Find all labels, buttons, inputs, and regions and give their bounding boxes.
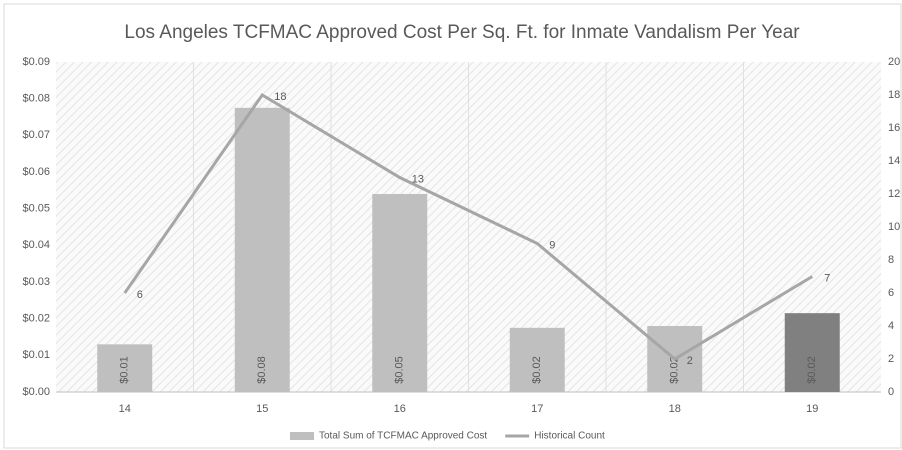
y-tick-label: $0.06 [22, 166, 50, 178]
y-tick-label: $0.08 [22, 93, 50, 105]
chart-title: Los Angeles TCFMAC Approved Cost Per Sq.… [124, 22, 800, 43]
x-tick-label: 15 [256, 403, 268, 415]
y-tick-label: $0.00 [22, 386, 50, 398]
line-value-label: 9 [549, 239, 555, 251]
y2-tick-label: 20 [888, 56, 900, 68]
line-value-label: 7 [824, 272, 830, 284]
bar-value-label: $0.02 [669, 356, 681, 384]
bar-value-label: $0.01 [119, 356, 131, 384]
line-value-label: 13 [412, 173, 424, 185]
bar-value-label: $0.08 [256, 356, 268, 384]
y-tick-label: $0.03 [22, 276, 50, 288]
bar [784, 313, 840, 392]
y-tick-label: $0.07 [22, 129, 50, 141]
y2-tick-label: 4 [888, 320, 894, 332]
y2-tick-label: 10 [888, 221, 900, 233]
line-value-label: 2 [687, 355, 693, 367]
bar-value-label: $0.02 [806, 356, 818, 384]
bar [509, 327, 565, 392]
legend-label: Historical Count [534, 431, 605, 442]
y-tick-label: $0.02 [22, 313, 50, 325]
bar [372, 194, 428, 392]
y-tick-label: $0.04 [22, 239, 50, 251]
legend-label: Total Sum of TCFMAC Approved Cost [319, 431, 487, 442]
legend-swatch [290, 432, 314, 440]
y2-tick-label: 8 [888, 254, 894, 266]
y-tick-label: $0.05 [22, 203, 50, 215]
bar-value-label: $0.02 [531, 356, 543, 384]
line-value-label: 6 [137, 289, 143, 301]
x-tick-label: 14 [119, 403, 131, 415]
y2-tick-label: 0 [888, 386, 894, 398]
line-value-label: 18 [274, 91, 286, 103]
bar [97, 344, 153, 392]
y2-tick-label: 14 [888, 155, 900, 167]
x-tick-label: 18 [669, 403, 681, 415]
x-tick-label: 17 [531, 403, 543, 415]
y2-tick-label: 16 [888, 122, 900, 134]
y-tick-label: $0.01 [22, 349, 50, 361]
x-tick-label: 19 [806, 403, 818, 415]
y2-tick-label: 12 [888, 188, 900, 200]
y2-tick-label: 18 [888, 89, 900, 101]
bar [234, 107, 290, 392]
y2-tick-label: 6 [888, 287, 894, 299]
line-series [123, 92, 814, 361]
x-tick-label: 16 [394, 403, 406, 415]
bar-value-label: $0.05 [394, 356, 406, 384]
y-tick-label: $0.09 [22, 56, 50, 68]
y2-tick-label: 2 [888, 353, 894, 365]
